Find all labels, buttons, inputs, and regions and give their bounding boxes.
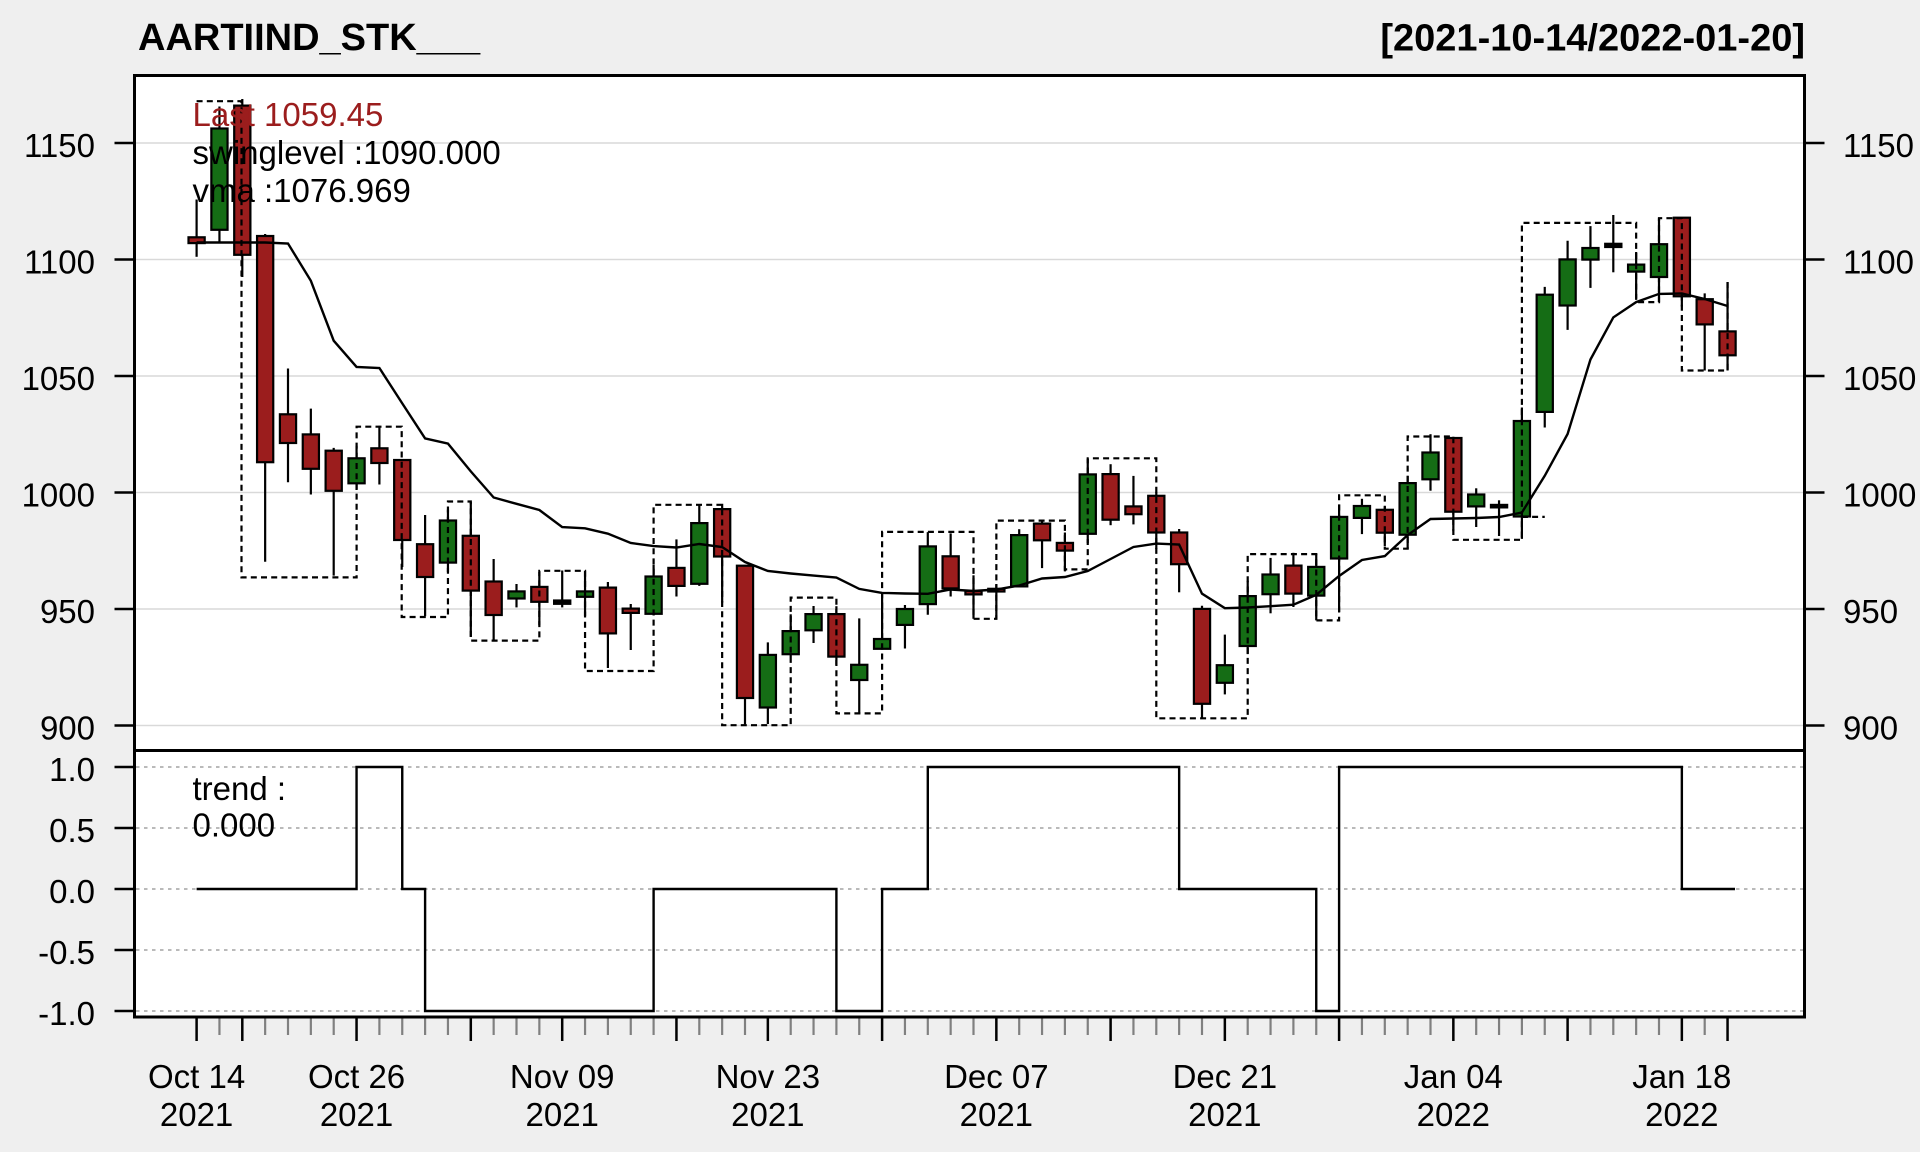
svg-text:1000: 1000 [1843,477,1916,514]
svg-text:1100: 1100 [24,244,95,281]
svg-text:Dec 21: Dec 21 [1173,1058,1278,1095]
svg-text:[2021-10-14/2022-01-20]: [2021-10-14/2022-01-20] [1380,18,1805,60]
svg-text:Last 1059.45: Last 1059.45 [193,96,384,133]
svg-text:vma :1076.969: vma :1076.969 [193,172,411,209]
svg-text:swinglevel :1090.000: swinglevel :1090.000 [193,134,501,171]
svg-text:1150: 1150 [1843,127,1914,164]
svg-text:950: 950 [40,593,95,630]
svg-text:Dec 07: Dec 07 [944,1058,1049,1095]
svg-text:Nov 23: Nov 23 [716,1058,821,1095]
svg-text:2022: 2022 [1417,1096,1490,1133]
svg-text:2022: 2022 [1645,1096,1718,1133]
svg-text:Oct 14: Oct 14 [148,1058,245,1095]
svg-text:2021: 2021 [320,1096,393,1133]
svg-text:2021: 2021 [525,1096,598,1133]
svg-text:1000: 1000 [22,477,95,514]
svg-text:1150: 1150 [24,127,95,164]
svg-text:1050: 1050 [22,360,95,397]
svg-text:-1.0: -1.0 [38,995,95,1032]
svg-text:1100: 1100 [1843,244,1914,281]
svg-text:900: 900 [1843,710,1898,747]
svg-text:950: 950 [1843,593,1898,630]
svg-text:2021: 2021 [731,1096,804,1133]
svg-text:AARTIIND_STK___: AARTIIND_STK___ [138,17,481,59]
svg-text:1.0: 1.0 [49,751,95,788]
svg-text:2021: 2021 [960,1096,1033,1133]
svg-text:0.0: 0.0 [49,873,95,910]
svg-text:2021: 2021 [160,1096,233,1133]
svg-text:Oct 26: Oct 26 [308,1058,405,1095]
svg-text:2021: 2021 [1188,1096,1261,1133]
svg-text:-0.5: -0.5 [38,934,95,971]
svg-text:900: 900 [40,710,95,747]
svg-text:0.5: 0.5 [49,812,95,849]
svg-text:Jan 18: Jan 18 [1632,1058,1731,1095]
svg-text:trend :: trend : [193,770,287,807]
svg-text:0.000: 0.000 [193,807,276,844]
svg-text:Nov 09: Nov 09 [510,1058,615,1095]
svg-text:1050: 1050 [1843,360,1916,397]
svg-text:Jan 04: Jan 04 [1404,1058,1503,1095]
